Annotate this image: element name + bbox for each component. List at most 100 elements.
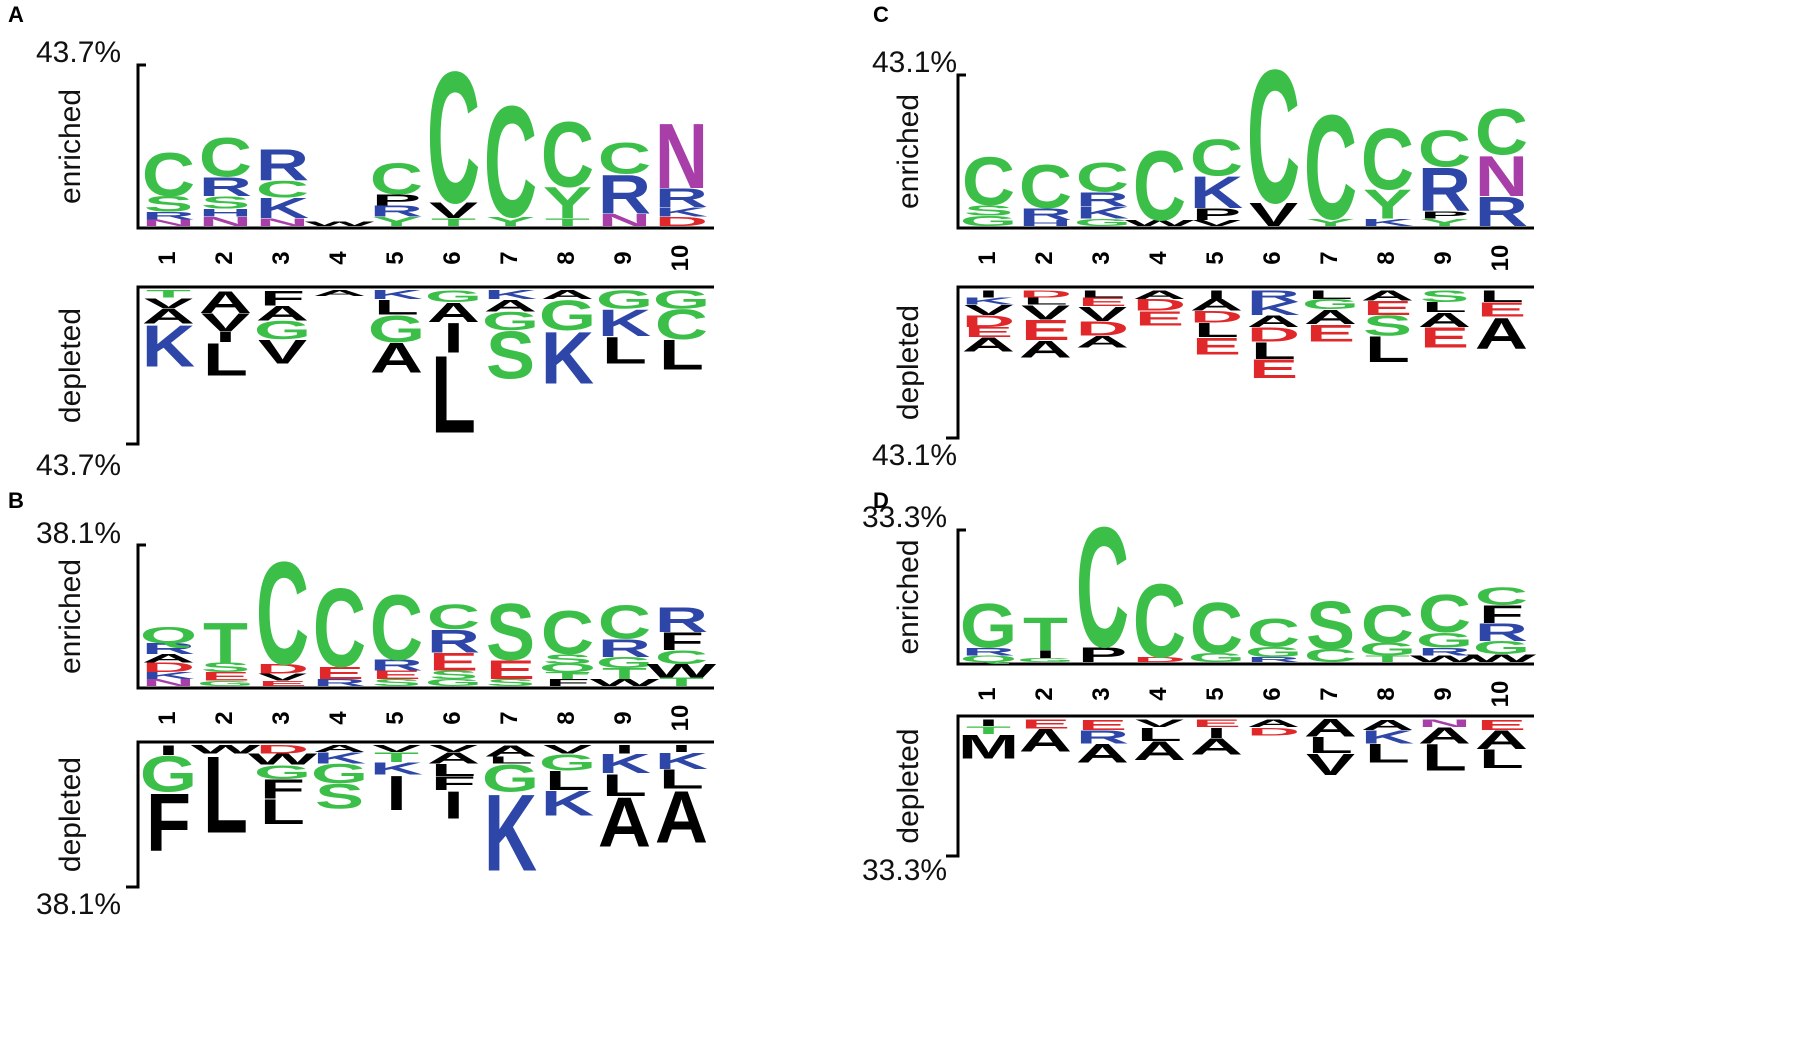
residue-letter: W	[1467, 652, 1537, 664]
residue-letter: N	[598, 210, 651, 229]
residue-letter: E	[372, 669, 421, 682]
depleted-bracket	[946, 285, 966, 440]
residue-letter: L	[1422, 737, 1467, 779]
residue-letter: R	[1076, 727, 1129, 748]
residue-letter: E	[201, 670, 250, 683]
residue-letter: A	[1019, 723, 1072, 759]
residue-letter: H	[199, 207, 252, 219]
residue-letter: H	[1019, 219, 1072, 228]
residue-letter: G	[425, 677, 482, 688]
position-label: 2	[211, 711, 238, 724]
residue-letter: I	[443, 315, 463, 362]
residue-letter: C	[427, 598, 480, 637]
residue-letter: K	[962, 296, 1015, 307]
residue-letter: I	[443, 784, 463, 827]
position-label: 7	[1316, 687, 1343, 700]
residue-letter: D	[1019, 288, 1072, 299]
residue-letter: G	[960, 213, 1017, 229]
residue-letter: C	[1247, 29, 1300, 243]
residue-letter: R	[655, 183, 708, 213]
residue-letter: K	[313, 749, 366, 766]
residue-letter: A	[541, 288, 594, 302]
position-label: 4	[1145, 687, 1172, 701]
scale-min-label: 43.1%	[872, 439, 957, 472]
residue-letter: S	[964, 203, 1013, 219]
scale-max-label: 43.1%	[872, 46, 957, 79]
residue-letter: C	[1304, 646, 1357, 666]
residue-letter: G	[482, 307, 539, 336]
residue-letter: C	[1475, 582, 1528, 610]
position-label: 9	[1430, 687, 1457, 700]
residue-letter: R	[1475, 189, 1528, 235]
residue-letter: A	[1190, 296, 1243, 314]
residue-letter: Y	[486, 214, 535, 229]
residue-letter: V	[429, 743, 478, 754]
residue-letter: K	[142, 670, 195, 681]
residue-letter: S	[315, 777, 364, 816]
residue-letter: S	[429, 669, 478, 682]
residue-letter: C	[1076, 154, 1129, 200]
residue-letter: V	[258, 333, 307, 371]
residue-letter: A	[1019, 335, 1072, 363]
residue-letter: E	[258, 679, 307, 688]
residue-letter: F	[431, 773, 476, 795]
position-label: 8	[553, 251, 580, 264]
position-label: 7	[496, 711, 523, 724]
position-label: 5	[382, 711, 409, 724]
residue-letter: C	[199, 127, 252, 189]
position-label: 5	[1202, 251, 1229, 264]
residue-letter: C	[655, 301, 708, 348]
residue-letter: R	[256, 140, 309, 189]
residue-letter: C	[1190, 129, 1243, 187]
residue-letter: A	[427, 749, 480, 766]
residue-letter: N	[655, 104, 708, 208]
residue-letter: C	[1247, 610, 1300, 655]
residue-letter: S	[1306, 588, 1355, 664]
residue-letter: G	[653, 285, 710, 314]
residue-letter: L	[602, 330, 647, 372]
residue-letter: P	[1192, 205, 1241, 223]
residue-letter: Y	[1420, 217, 1469, 229]
residue-letter: C	[1418, 583, 1471, 643]
position-label: 3	[268, 251, 295, 264]
residue-letter: C	[1133, 563, 1186, 680]
residue-letter: K	[484, 288, 537, 302]
residue-letter: K	[598, 749, 651, 780]
residue-letter: L	[1479, 744, 1524, 774]
scale-min-label: 43.7%	[36, 449, 121, 482]
residue-letter: D	[1247, 323, 1300, 346]
residue-letter: A	[199, 285, 252, 320]
residue-letter: L	[602, 768, 647, 803]
residue-letter: G	[1302, 296, 1359, 312]
residue-letter: I	[614, 743, 634, 756]
residue-letter: K	[1190, 167, 1243, 218]
residue-letter: G	[368, 308, 425, 350]
residue-letter: G	[1074, 217, 1131, 229]
residue-letter: C	[962, 145, 1015, 221]
residue-letter: L	[431, 761, 476, 780]
enriched-axis-label: enriched	[54, 89, 87, 204]
residue-letter: C	[1019, 153, 1072, 222]
position-label: 1	[974, 251, 1001, 264]
residue-letter: I	[1035, 648, 1055, 660]
residue-letter: S	[201, 660, 250, 675]
residue-letter: F	[545, 677, 590, 688]
residue-letter: V	[1249, 196, 1298, 233]
residue-letter: R	[370, 657, 423, 674]
residue-letter: L	[545, 765, 590, 796]
residue-letter: E	[1192, 332, 1241, 360]
residue-letter: T	[1023, 608, 1068, 660]
residue-letter: R	[427, 623, 480, 660]
position-label: 7	[1316, 251, 1343, 264]
residue-letter: L	[1422, 299, 1467, 315]
residue-letter: A	[370, 334, 423, 381]
residue-letter: K	[1076, 204, 1130, 222]
position-label: 3	[268, 711, 295, 724]
residue-letter: D	[1190, 308, 1243, 326]
residue-letter: N	[1418, 717, 1471, 730]
residue-letter: W	[1410, 654, 1480, 664]
residue-letter: T	[374, 750, 419, 765]
residue-letter: A	[1361, 288, 1414, 304]
